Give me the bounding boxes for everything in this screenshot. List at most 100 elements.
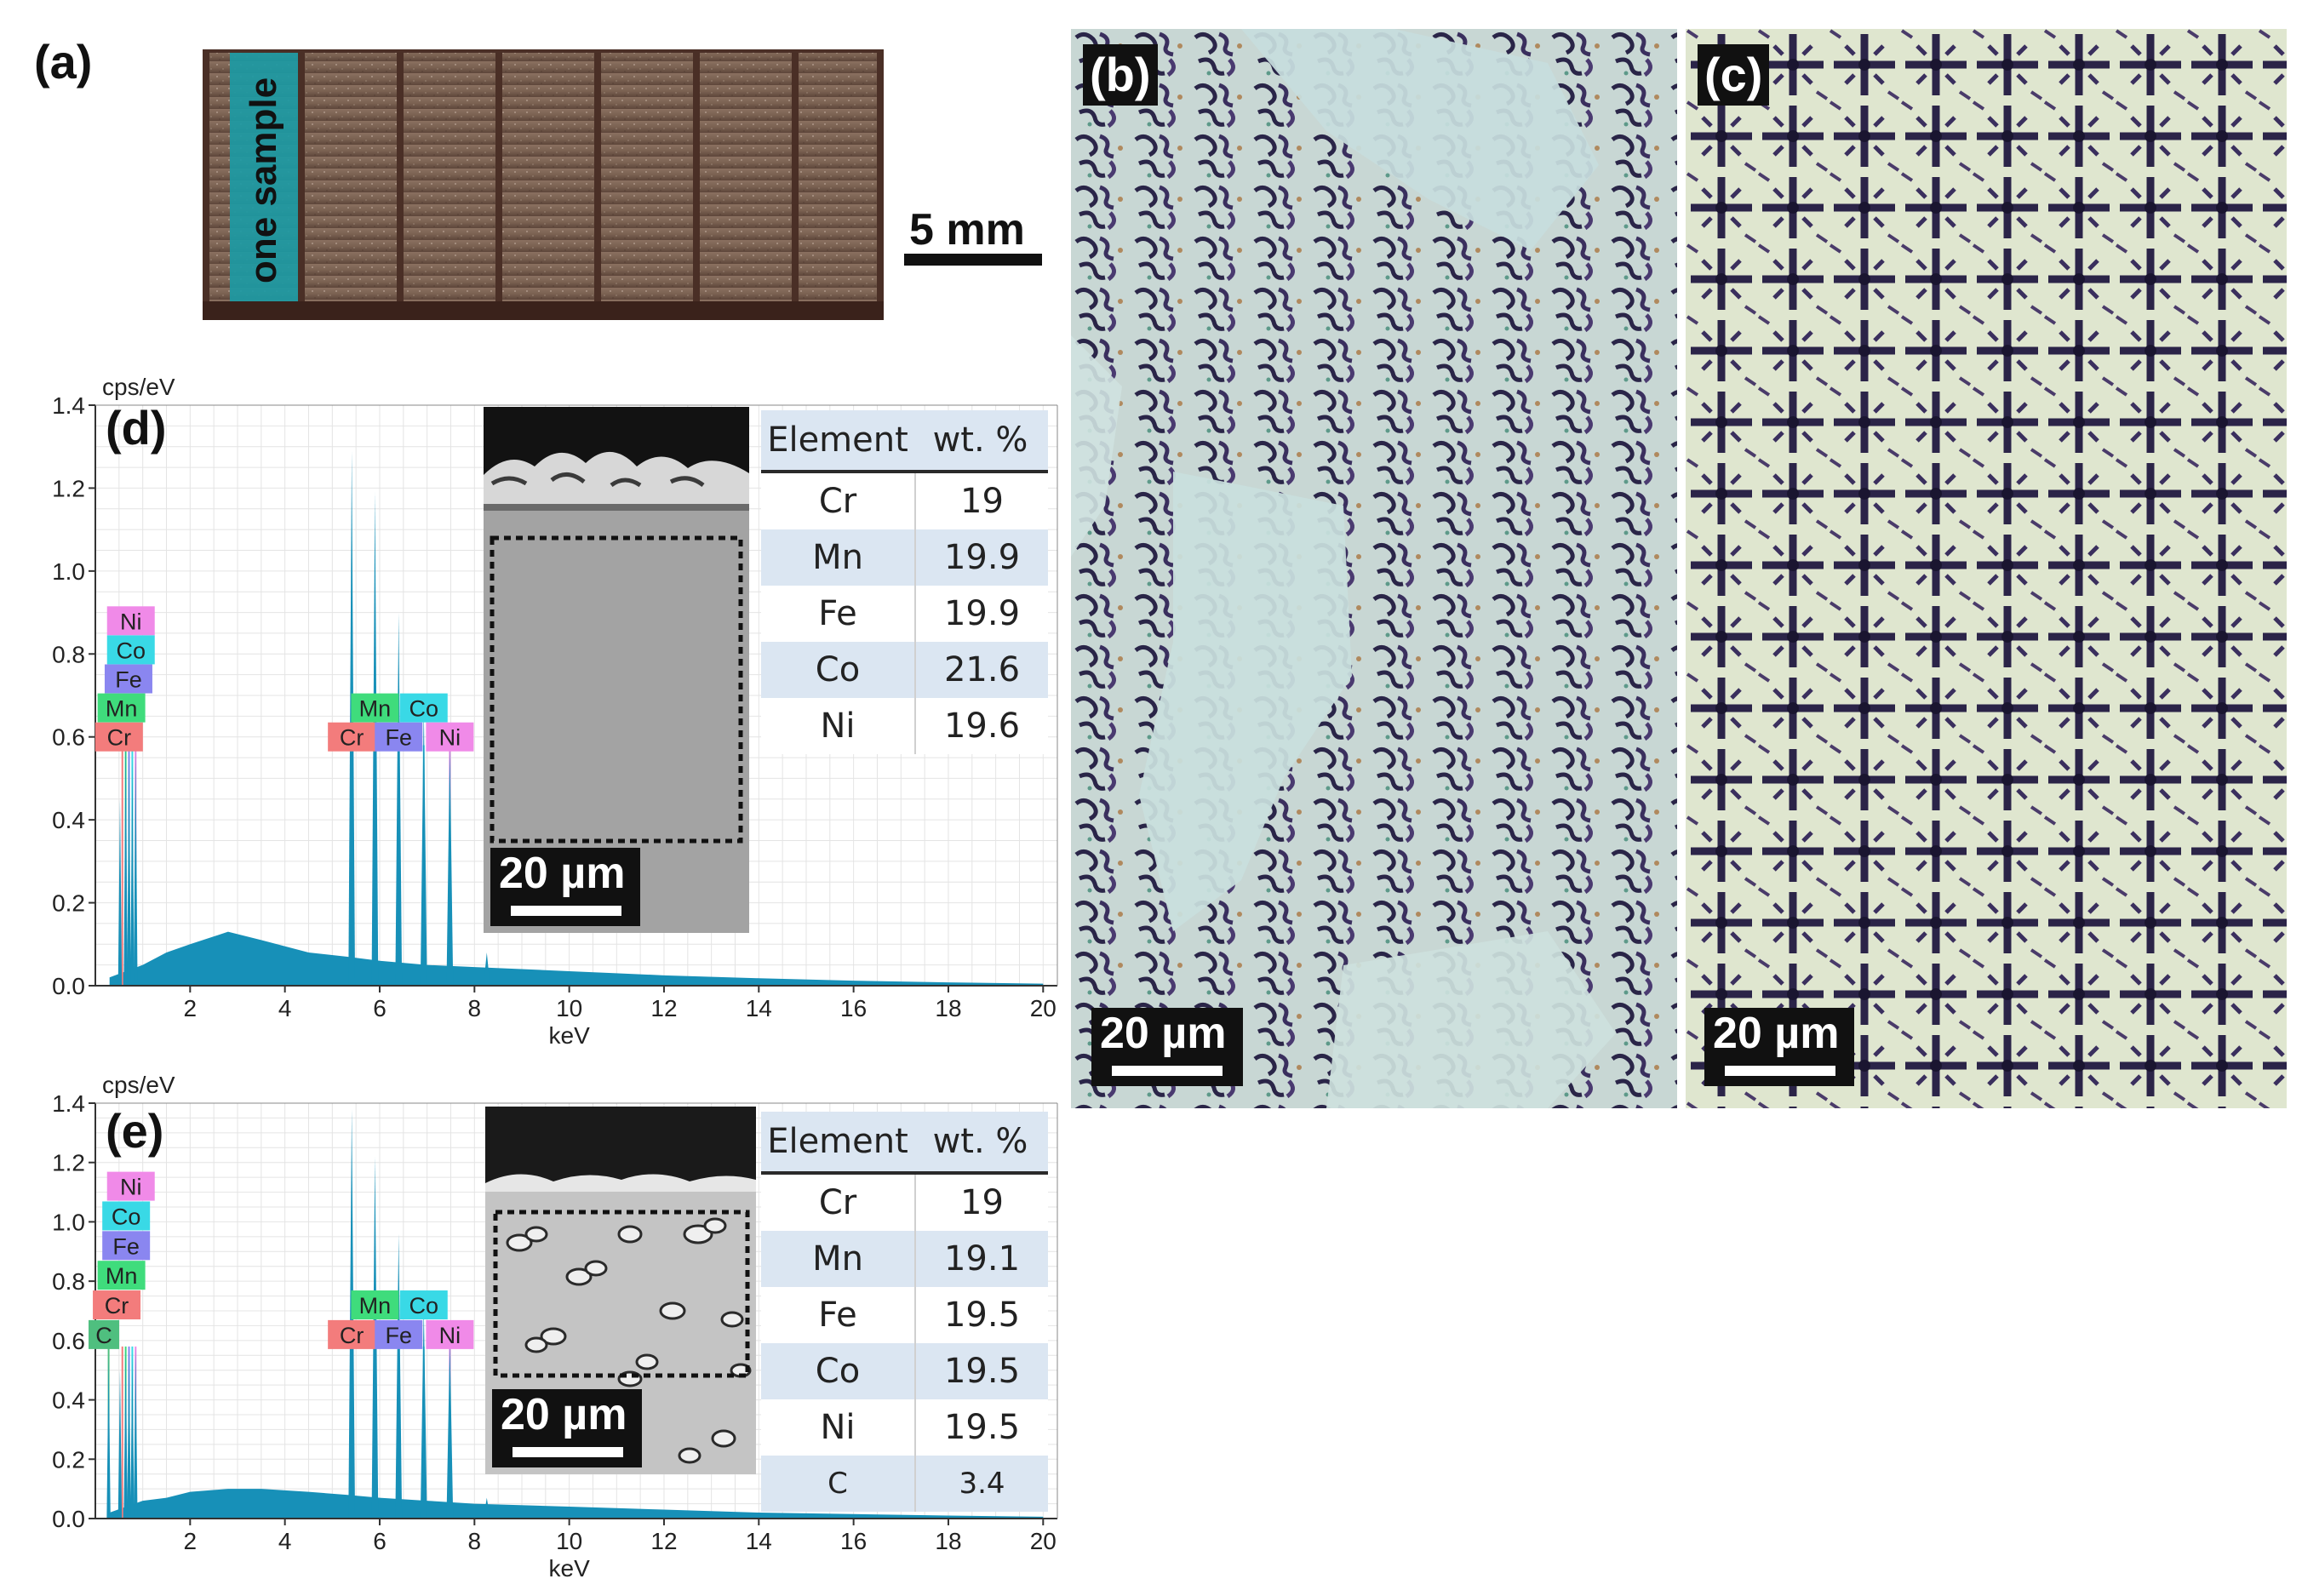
spectrum-peak: [446, 1340, 454, 1519]
one-sample-label: one sample: [243, 77, 284, 284]
x-tick-label: 8: [468, 995, 482, 1021]
element-label-box: [104, 664, 152, 694]
x-tick-label: 12: [650, 995, 677, 1021]
element-label-box: [426, 1319, 474, 1349]
element-label-ni: Ni: [120, 1175, 142, 1200]
table-row: Cr 19: [761, 473, 1048, 529]
spectrum-background: [109, 931, 1044, 986]
sample-segment: [601, 53, 693, 308]
y-tick-label: 1.0: [52, 558, 85, 585]
y-tick-label: 0.4: [52, 1387, 85, 1414]
spectrum-peak: [395, 1233, 403, 1519]
spectrum-peak: [117, 1370, 123, 1519]
eds-area-box: [490, 535, 743, 844]
spectrum-peak: [483, 952, 490, 986]
element-label-fe: Fe: [385, 725, 412, 751]
element-label-fe: Fe: [112, 1233, 140, 1259]
element-label-box: [97, 1261, 146, 1290]
y-tick-label: 1.2: [52, 475, 85, 501]
table-row: Cr 19: [761, 1175, 1048, 1231]
y-tick-label: 0.6: [52, 724, 85, 751]
spectrum-peak: [134, 1346, 138, 1519]
element-label-cr: Cr: [107, 725, 132, 751]
element-label-mn: Mn: [359, 1293, 392, 1319]
element-label-ni: Ni: [439, 1323, 461, 1348]
spectrum-peak: [127, 745, 131, 986]
sem-inset-e: 20 µm: [485, 1107, 756, 1474]
y-tick-label: 0.8: [52, 1268, 85, 1295]
sample-segment: [700, 53, 792, 308]
table-row: Co 21.6: [761, 642, 1048, 698]
sample-highlight: [230, 53, 298, 308]
panel-c-letter: (c): [1698, 44, 1770, 106]
y-tick-label: 0.2: [52, 1446, 85, 1473]
micrograph-c-svg: [1686, 29, 2287, 1108]
x-tick-label: 14: [746, 1528, 772, 1554]
element-label-box: [328, 1319, 376, 1349]
panel-a-scale-bar: [904, 254, 1042, 266]
element-label-co: Co: [409, 696, 439, 722]
element-label-mn: Mn: [106, 1263, 138, 1289]
element-label-box: [106, 635, 155, 665]
spectrum-peak: [134, 745, 138, 986]
composition-table-d: Element wt. % Cr 19 Mn 19.9 Fe 19.9 Co 2…: [761, 410, 1048, 754]
y-tick-label: 1.0: [52, 1209, 85, 1235]
spectrum-background: [109, 1489, 1044, 1519]
element-label-ni: Ni: [120, 609, 142, 634]
element-label-box: [97, 693, 146, 723]
x-tick-label: 14: [746, 995, 772, 1021]
element-label-box: [106, 1171, 155, 1201]
sample-bar-svg: [203, 49, 884, 320]
sample-segments: [209, 53, 877, 308]
element-label-box: [102, 1231, 151, 1261]
sample-bar-photo: one sample: [203, 49, 884, 320]
x-tick-label: 20: [1030, 995, 1057, 1021]
micrograph-b-svg: [1071, 29, 1677, 1108]
panel-a-letter: (a): [34, 35, 93, 89]
y-axis-label: cps/eV: [102, 1072, 175, 1098]
y-tick-label: 0.0: [52, 973, 85, 999]
element-label-co: Co: [116, 638, 146, 663]
panel-e-letter: (e): [106, 1104, 164, 1158]
x-tick-label: 16: [840, 1528, 867, 1554]
panel-c-scale: 20 µm: [1704, 1008, 1854, 1086]
table-row: Mn 19.9: [761, 529, 1048, 586]
x-tick-label: 4: [278, 995, 292, 1021]
x-tick-label: 4: [278, 1528, 292, 1554]
y-tick-label: 0.0: [52, 1506, 85, 1532]
x-tick-label: 2: [184, 995, 198, 1021]
y-axis-label: cps/eV: [102, 374, 175, 400]
y-tick-label: 0.2: [52, 890, 85, 917]
spectrum-peak: [395, 612, 403, 986]
spectrum-peak: [420, 1305, 427, 1519]
element-label-box: [328, 722, 376, 752]
y-tick-label: 1.4: [52, 392, 85, 419]
spectrum-peak: [483, 1497, 490, 1519]
panel-b-scale: 20 µm: [1091, 1008, 1243, 1086]
element-label-box: [89, 1319, 120, 1349]
y-tick-label: 0.6: [52, 1328, 85, 1354]
x-tick-label: 6: [373, 995, 387, 1021]
element-label-box: [93, 1290, 141, 1320]
x-tick-label: 10: [556, 1528, 582, 1554]
y-tick-label: 0.4: [52, 807, 85, 833]
element-label-cr: Cr: [105, 1293, 129, 1319]
spectrum-peak: [127, 1346, 131, 1519]
element-label-box: [106, 606, 155, 636]
x-tick-label: 8: [468, 1528, 482, 1554]
x-tick-label: 18: [935, 1528, 961, 1554]
element-label-mn: Mn: [359, 696, 392, 722]
spectrum-peak: [420, 703, 427, 986]
spectrum-peak: [446, 745, 454, 986]
x-tick-label: 20: [1030, 1528, 1057, 1554]
spectrum-peak: [106, 1355, 111, 1519]
panel-a-scale-label: 5 mm: [909, 205, 1025, 255]
element-label-box: [399, 1290, 448, 1320]
sem-inset-e-scale: 20 µm: [492, 1389, 642, 1467]
sem-inset-d-scale: 20 µm: [490, 848, 640, 926]
element-label-cr: Cr: [340, 1323, 364, 1348]
element-label-box: [351, 1290, 399, 1320]
table-header: Element wt. %: [761, 410, 1048, 473]
table-header: Element wt. %: [761, 1112, 1048, 1175]
element-label-box: [426, 722, 474, 752]
